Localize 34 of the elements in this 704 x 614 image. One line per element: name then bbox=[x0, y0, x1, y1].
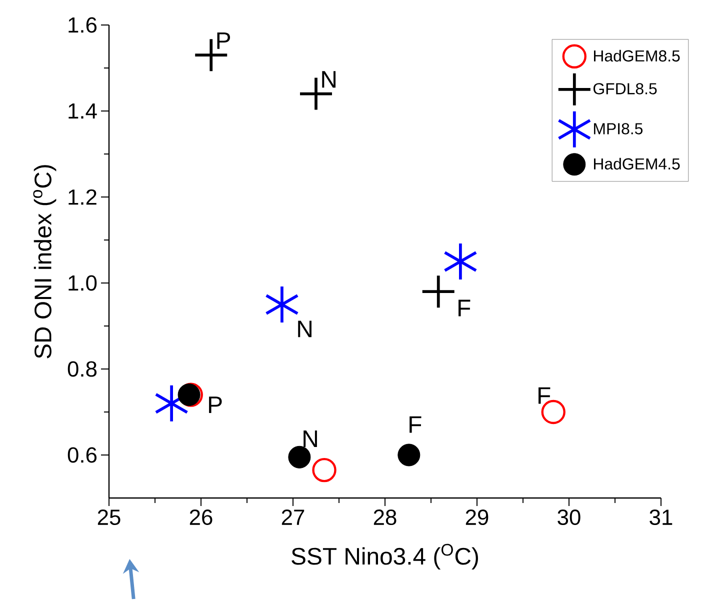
point bbox=[444, 243, 477, 280]
y-axis-title: SD ONI index ($^{o}$C) bbox=[33, 165, 56, 358]
x-tick-label: 30 bbox=[558, 510, 580, 526]
annotation: P bbox=[217, 32, 230, 49]
x-tick-label: 27 bbox=[282, 510, 304, 525]
legend-label: HadGEM4.5 bbox=[594, 158, 680, 170]
point bbox=[155, 385, 188, 422]
y-tick-label: 1.6 bbox=[68, 17, 97, 33]
legend-label: HadGEM8.5 bbox=[594, 50, 680, 62]
y-tick-label: 1.2 bbox=[68, 189, 96, 205]
annotation: N bbox=[304, 430, 317, 447]
point bbox=[398, 444, 420, 466]
x-tick-label: 29 bbox=[466, 510, 488, 526]
annotation: F bbox=[410, 416, 422, 433]
point bbox=[422, 276, 454, 308]
point bbox=[266, 286, 298, 322]
annotation: P bbox=[209, 396, 222, 414]
x-tick-label: 25 bbox=[98, 510, 120, 526]
legend-label: MPI8.5 bbox=[594, 123, 643, 134]
y-tick-label: 1.4 bbox=[68, 103, 97, 119]
annotation: F bbox=[458, 300, 470, 316]
x-axis-title: SST Nino3.4 ($^{O}$C) bbox=[292, 544, 478, 570]
y-tick-label: 0.8 bbox=[68, 361, 97, 377]
x-tick-label: 31 bbox=[650, 510, 672, 526]
annotation: N bbox=[298, 320, 312, 338]
annotation: N bbox=[322, 71, 336, 88]
point bbox=[312, 458, 336, 482]
y-tick-label: 1.0 bbox=[68, 275, 97, 291]
x-tick-label: 28 bbox=[374, 510, 396, 526]
y-tick-label: 0.6 bbox=[68, 447, 97, 463]
legend-label: GFDL8.5 bbox=[594, 83, 657, 94]
annotation: F bbox=[538, 387, 550, 404]
x-tick-label: 26 bbox=[190, 510, 212, 526]
point bbox=[288, 446, 311, 468]
